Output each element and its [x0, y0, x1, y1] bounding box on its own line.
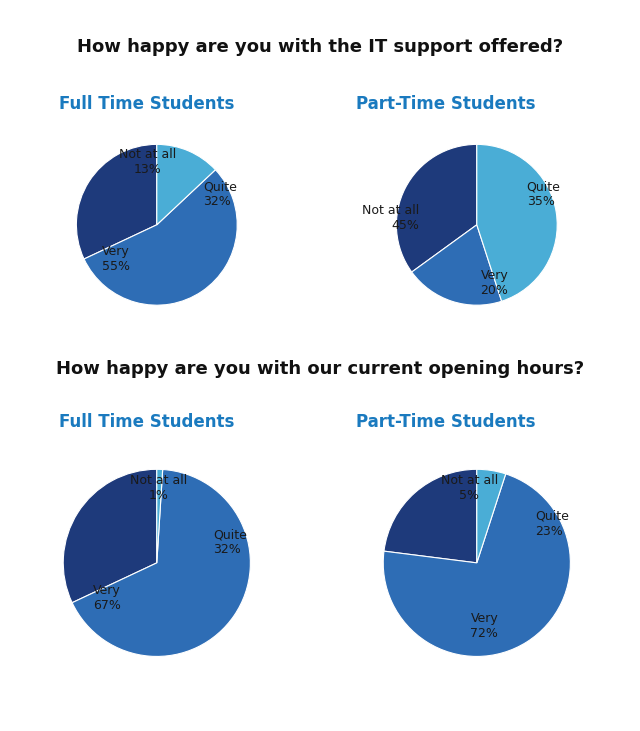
Text: Very
72%: Very 72%: [470, 613, 498, 640]
Wedge shape: [477, 469, 506, 563]
Text: Very
55%: Very 55%: [102, 245, 130, 273]
Text: Quite
35%: Quite 35%: [527, 181, 561, 208]
Wedge shape: [477, 144, 557, 301]
Wedge shape: [384, 469, 477, 563]
Text: Full Time Students: Full Time Students: [60, 95, 235, 113]
Wedge shape: [157, 469, 163, 563]
Text: Quite
23%: Quite 23%: [535, 510, 569, 537]
Text: Not at all
13%: Not at all 13%: [118, 148, 176, 176]
Text: Not at all
1%: Not at all 1%: [130, 474, 188, 502]
Text: Not at all
5%: Not at all 5%: [441, 474, 498, 502]
Wedge shape: [63, 469, 157, 602]
Text: Part-Time Students: Part-Time Students: [356, 95, 535, 113]
Text: Not at all
45%: Not at all 45%: [362, 205, 419, 232]
Wedge shape: [383, 474, 570, 656]
Text: Very
20%: Very 20%: [481, 269, 508, 297]
Text: Part-Time Students: Part-Time Students: [356, 413, 535, 431]
Text: How happy are you with the IT support offered?: How happy are you with the IT support of…: [77, 38, 563, 56]
Wedge shape: [76, 144, 157, 259]
Wedge shape: [84, 170, 237, 305]
Wedge shape: [396, 144, 477, 272]
Wedge shape: [157, 144, 216, 225]
Wedge shape: [72, 469, 250, 656]
Wedge shape: [412, 225, 502, 305]
Text: Quite
32%: Quite 32%: [213, 529, 247, 556]
Text: Full Time Students: Full Time Students: [60, 413, 235, 431]
Text: How happy are you with our current opening hours?: How happy are you with our current openi…: [56, 360, 584, 378]
Text: Quite
32%: Quite 32%: [204, 181, 237, 208]
Text: Very
67%: Very 67%: [93, 584, 121, 613]
